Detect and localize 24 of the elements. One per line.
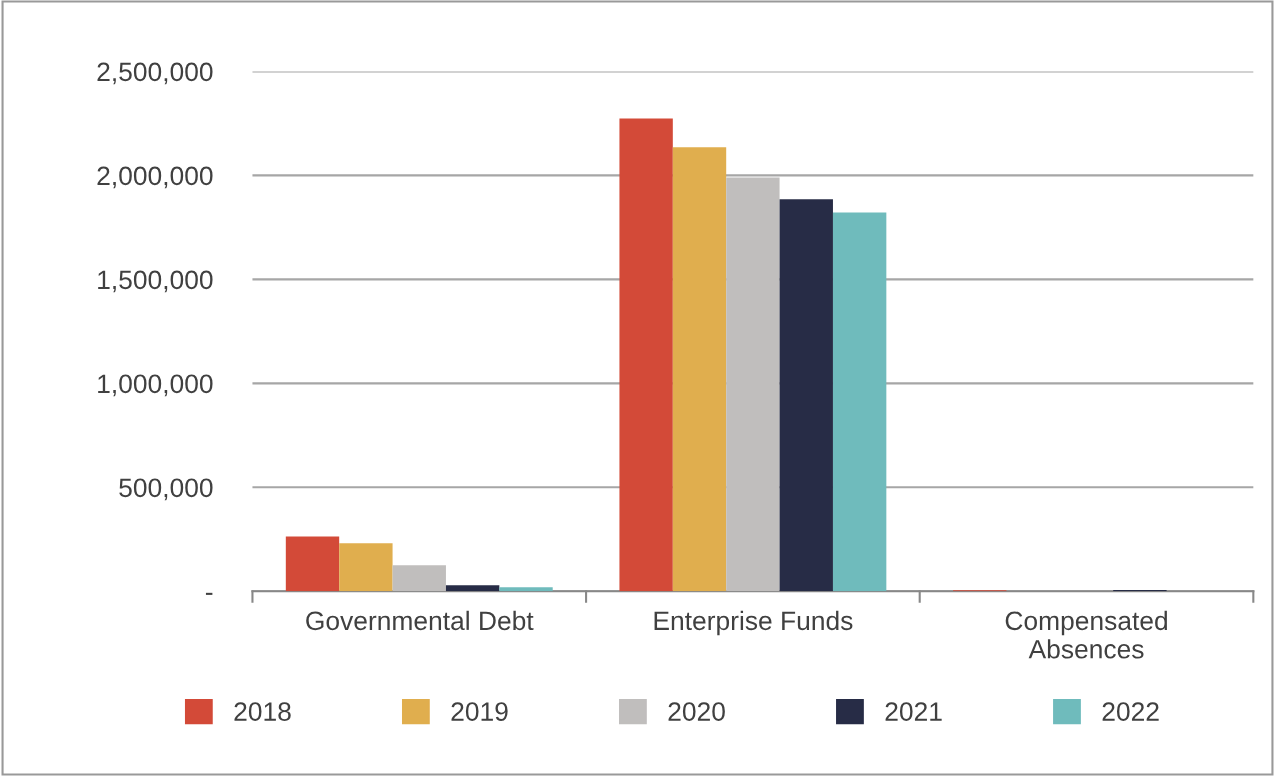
y-tick-label: - (205, 592, 213, 595)
bar (726, 177, 780, 592)
x-tick-label: Governmental Debt (306, 610, 534, 631)
legend-label: 2022 (1102, 702, 1159, 721)
y-tick-label: 1,000,000 (98, 374, 213, 397)
bar (499, 587, 553, 592)
bar (619, 118, 673, 592)
bar (779, 199, 833, 592)
x-tick-label: Compensated Absences (1005, 610, 1167, 659)
bar (672, 147, 727, 592)
bar (339, 543, 393, 592)
legend-label: 2018 (234, 702, 291, 721)
bar (392, 565, 446, 592)
bar (832, 212, 887, 592)
bar (285, 536, 340, 592)
legend-label: 2019 (451, 702, 508, 721)
y-tick-label: 500,000 (119, 478, 213, 501)
y-tick-label: 1,500,000 (98, 270, 213, 293)
x-tick-label: Enterprise Funds (654, 610, 853, 636)
y-tick-label: 2,000,000 (97, 166, 213, 189)
y-tick-label: 2,500,000 (97, 62, 213, 85)
bar (445, 585, 500, 592)
legend-label: 2021 (885, 702, 942, 721)
legend-label: 2020 (668, 702, 725, 721)
